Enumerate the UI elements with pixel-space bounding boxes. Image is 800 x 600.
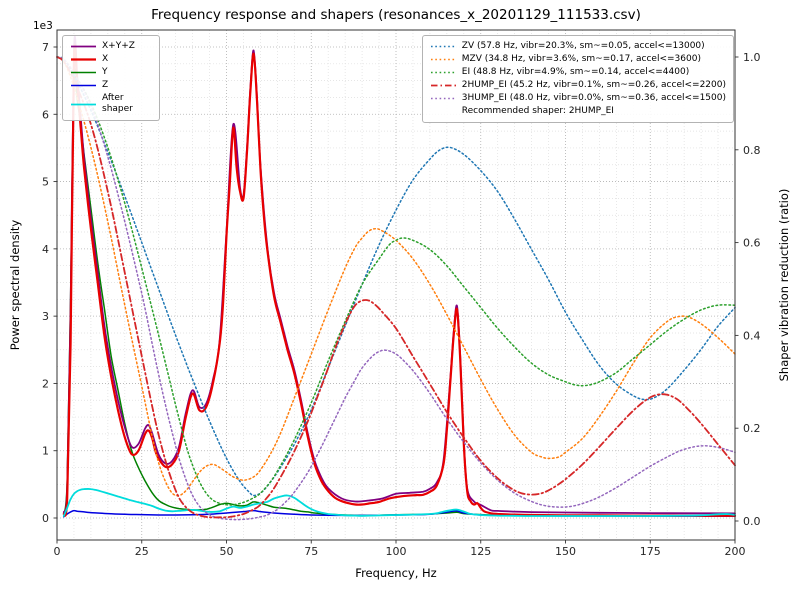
chart-title: Frequency response and shapers (resonanc… <box>151 7 641 23</box>
x-tick-label: 25 <box>135 545 149 558</box>
legend-item: After shaper <box>70 92 152 116</box>
y-left-tick-label: 6 <box>42 108 49 121</box>
legend-item: MZV (34.8 Hz, vibr=3.6%, sm~=0.17, accel… <box>430 53 726 66</box>
y-right-tick-label: 0.6 <box>743 237 761 250</box>
legend-line-sample <box>430 58 456 61</box>
legend-line-sample <box>71 58 96 61</box>
x-axis-label: Frequency, Hz <box>355 566 437 580</box>
legend-item-label: X <box>102 54 109 64</box>
legend-line-sample <box>430 45 456 48</box>
series-Y <box>63 68 736 517</box>
series-MZV <box>56 56 736 497</box>
series-X <box>62 44 737 517</box>
legend-item: 3HUMP_EI (48.0 Hz, vibr=0.0%, sm~=0.36, … <box>430 92 726 105</box>
y-axis-label-left: Power spectral density <box>8 219 22 351</box>
x-tick-label: 0 <box>54 545 61 558</box>
series-EI <box>56 56 736 506</box>
legend-item-label: X+Y+Z <box>102 41 135 51</box>
series-After shaper <box>62 488 736 517</box>
x-tick-label: 75 <box>304 545 318 558</box>
legend-item: X+Y+Z <box>70 40 152 53</box>
legend-item-label: MZV (34.8 Hz, vibr=3.6%, sm~=0.17, accel… <box>461 54 701 64</box>
legend-item: X <box>70 53 152 66</box>
legend-item-label: After shaper <box>102 93 133 114</box>
y-left-tick-label: 2 <box>42 377 49 390</box>
y-left-tick-label: 1 <box>42 445 49 458</box>
x-tick-label: 50 <box>220 545 234 558</box>
legend-item: Y <box>70 66 152 79</box>
x-tick-label: 200 <box>725 545 746 558</box>
series-3HUMP_EI <box>56 56 736 521</box>
legend-shapers: ZV (57.8 Hz, vibr=20.3%, sm~=0.05, accel… <box>421 35 734 123</box>
y-axis-label-right: Shaper vibration reduction (ratio) <box>777 188 791 382</box>
legend-line-sample <box>71 103 96 105</box>
legend-line-sample <box>71 71 96 74</box>
legend-item-label: 3HUMP_EI (48.0 Hz, vibr=0.0%, sm~=0.36, … <box>461 93 726 103</box>
y-axis-offset-text: 1e3 <box>33 20 53 32</box>
legend-line-sample <box>71 45 96 48</box>
series-2HUMP_EI <box>56 56 736 519</box>
y-right-tick-label: 0.4 <box>743 329 761 342</box>
legend-note: Recommended shaper: 2HUMP_EI <box>461 106 614 116</box>
x-tick-label: 100 <box>386 545 407 558</box>
y-left-tick-label: 4 <box>42 243 49 256</box>
legend-line-sample <box>71 84 96 87</box>
legend-item: EI (48.8 Hz, vibr=4.9%, sm~=0.14, accel<… <box>430 66 726 79</box>
legend-psd: X+Y+Z X Y Z After shaper <box>62 35 160 121</box>
legend-item-label: ZV (57.8 Hz, vibr=20.3%, sm~=0.05, accel… <box>461 41 705 51</box>
legend-item-label: EI (48.8 Hz, vibr=4.9%, sm~=0.14, accel<… <box>461 67 690 77</box>
legend-line-sample <box>430 97 456 100</box>
series-ZV <box>56 56 736 497</box>
x-tick-label: 150 <box>555 545 576 558</box>
y-left-tick-label: 5 <box>42 176 49 189</box>
legend-line-sample <box>430 71 456 74</box>
legend-note-row: Recommended shaper: 2HUMP_EI <box>430 105 726 118</box>
legend-item-label: Y <box>102 67 108 77</box>
y-right-tick-label: 0.2 <box>743 422 761 435</box>
y-left-tick-label: 7 <box>42 41 49 54</box>
y-left-tick-label: 0 <box>42 512 49 525</box>
x-tick-label: 175 <box>640 545 661 558</box>
x-tick-label: 125 <box>470 545 491 558</box>
y-right-tick-label: 1.0 <box>743 51 761 64</box>
legend-item: Z <box>70 79 152 92</box>
y-left-tick-label: 3 <box>42 310 49 323</box>
legend-line-sample <box>430 84 456 87</box>
legend-item: ZV (57.8 Hz, vibr=20.3%, sm~=0.05, accel… <box>430 40 726 53</box>
legend-item-label: 2HUMP_EI (45.2 Hz, vibr=0.1%, sm~=0.26, … <box>461 80 726 90</box>
legend-item: 2HUMP_EI (45.2 Hz, vibr=0.1%, sm~=0.26, … <box>430 79 726 92</box>
legend-sample-spacer <box>430 106 457 117</box>
y-right-tick-label: 0.8 <box>743 144 761 157</box>
y-right-tick-label: 0.0 <box>743 515 761 528</box>
legend-item-label: Z <box>102 80 109 90</box>
